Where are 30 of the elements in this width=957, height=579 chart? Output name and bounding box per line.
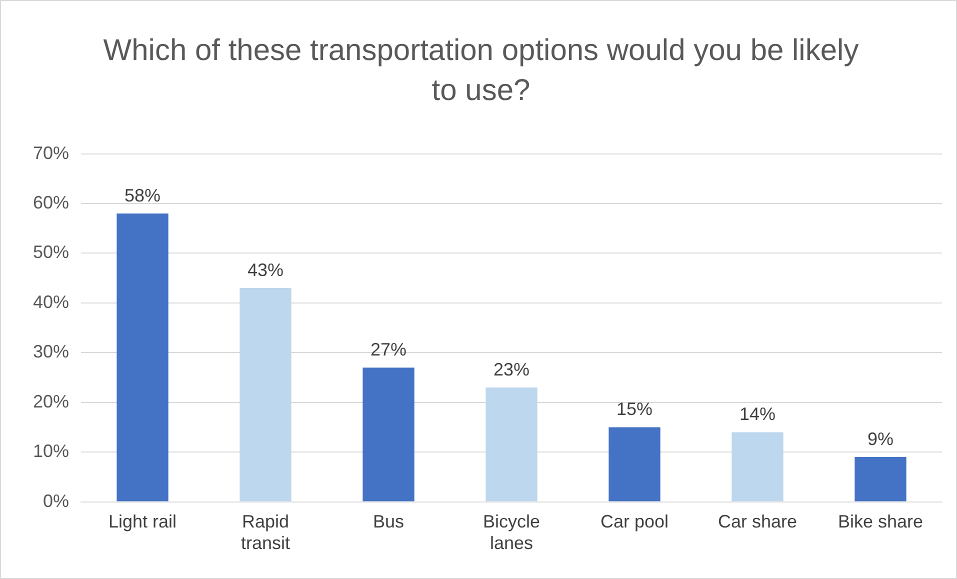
x-tick-label: Bicycle lanes <box>483 512 540 554</box>
data-label: 58% <box>124 185 161 206</box>
data-label: 27% <box>370 340 407 360</box>
bar <box>116 213 168 502</box>
y-tick-label: 40% <box>32 292 70 312</box>
y-tick-label: 30% <box>32 342 70 362</box>
chart-title: Which of these transportation options would you be likely to use? <box>102 33 860 109</box>
y-tick-label: 10% <box>32 441 70 462</box>
data-label: 14% <box>739 404 776 424</box>
bar <box>732 432 784 502</box>
data-label: 9% <box>867 429 894 450</box>
y-tick-label: 20% <box>32 391 70 412</box>
data-label: 43% <box>248 260 284 280</box>
bar <box>362 368 414 502</box>
x-tick-label: Car share <box>718 512 798 532</box>
y-tick-label: 70% <box>32 142 70 163</box>
x-tick-label: Rapid transit <box>241 512 290 554</box>
data-label: 23% <box>494 359 530 380</box>
bar <box>608 427 660 502</box>
y-tick-label: 50% <box>32 242 70 262</box>
x-tick-label: Car pool <box>600 512 669 532</box>
y-tick-label: 60% <box>32 192 70 212</box>
data-label: 15% <box>616 399 653 420</box>
x-tick-label: Bike share <box>838 512 924 532</box>
bar <box>854 457 906 502</box>
x-tick-label: Light rail <box>108 512 177 532</box>
y-tick-label: 0% <box>43 490 70 511</box>
x-tick-label: Bus <box>373 512 404 532</box>
bar <box>486 387 538 502</box>
bar <box>240 288 292 502</box>
